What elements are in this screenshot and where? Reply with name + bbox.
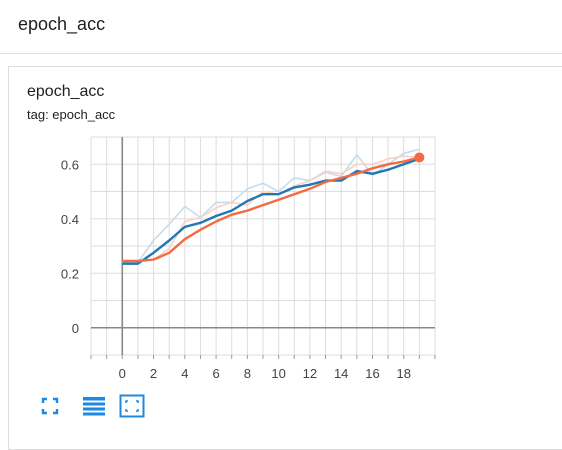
data-table-icon	[83, 397, 105, 416]
fit-domain-icon	[119, 394, 145, 418]
axes	[90, 137, 436, 359]
fullscreen-button[interactable]	[37, 393, 63, 419]
page-title: epoch_acc	[18, 14, 106, 34]
x-tick-label: 4	[181, 366, 188, 381]
page-header: epoch_acc	[0, 0, 562, 54]
raw-series-line	[122, 148, 420, 264]
x-tick-label: 14	[334, 366, 348, 381]
y-tick-label: 0.6	[61, 157, 79, 172]
tick-labels: 0 2 4 6 8 10 12 14 16 18 0 0.2 0.4 0.6	[61, 157, 411, 381]
fit-domain-button[interactable]	[119, 393, 145, 419]
x-tick-label: 6	[212, 366, 219, 381]
smoothed-series-line	[122, 156, 420, 263]
fullscreen-icon	[41, 397, 59, 415]
raw-series-line	[122, 155, 420, 262]
x-tick-label: 16	[365, 366, 379, 381]
chart-card: epoch_acc tag: epoch_acc 0 2 4 6 8 10 12 14 16 18…	[8, 66, 562, 450]
chart-tag: tag: epoch_acc	[27, 107, 116, 122]
x-tick-label: 2	[150, 366, 157, 381]
grid	[90, 136, 436, 356]
data-table-button[interactable]	[81, 393, 107, 419]
series-endpoint-marker	[414, 152, 425, 163]
chart-title: epoch_acc	[27, 83, 105, 100]
y-tick-label: 0	[72, 321, 79, 336]
series-lines	[122, 148, 425, 265]
x-tick-label: 10	[271, 366, 285, 381]
y-tick-label: 0.2	[61, 266, 79, 281]
x-tick-label: 18	[396, 366, 410, 381]
x-tick-label: 12	[303, 366, 317, 381]
x-tick-label: 0	[119, 366, 126, 381]
line-chart[interactable]: 0 2 4 6 8 10 12 14 16 18 0 0.2 0.4 0.6	[9, 67, 561, 387]
smoothed-series-line	[122, 157, 420, 265]
x-tick-label: 8	[244, 366, 251, 381]
y-tick-label: 0.4	[61, 212, 79, 227]
